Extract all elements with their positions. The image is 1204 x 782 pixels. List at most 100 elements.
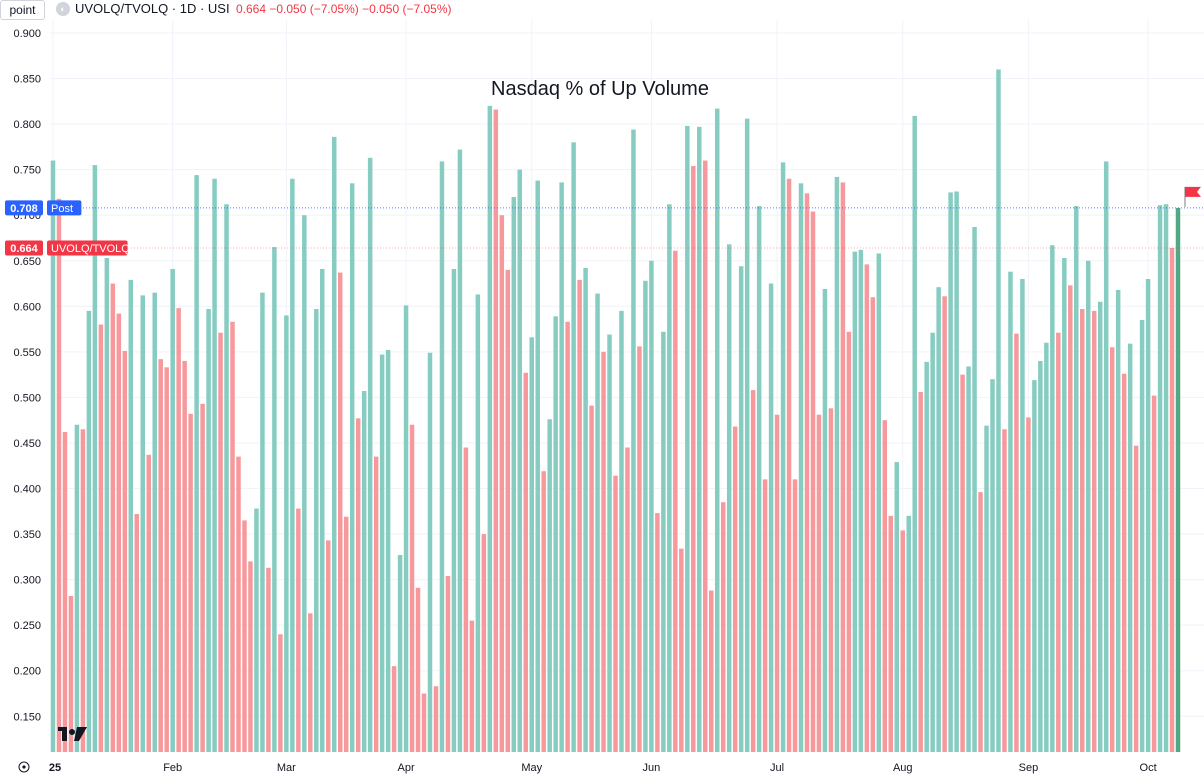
bar [355, 418, 361, 752]
bar [427, 352, 433, 752]
bar [894, 462, 899, 752]
bar [912, 115, 917, 752]
bar [840, 182, 846, 752]
bar [1026, 417, 1031, 752]
bar [1163, 204, 1169, 752]
bar [188, 413, 193, 752]
y-tick-label: 0.500 [13, 392, 41, 404]
bar [272, 247, 277, 752]
price-tag-badge [47, 200, 82, 216]
bar [451, 268, 457, 752]
bar [1068, 285, 1073, 752]
bar [720, 502, 726, 752]
x-axis-ticks: 25 Feb Mar Apr May Jun Jul Aug Sep Oct [49, 762, 1157, 774]
bar [930, 332, 935, 752]
y-tick-label: 0.350 [13, 529, 41, 541]
bar [1050, 245, 1055, 752]
bar [152, 292, 157, 752]
bar [385, 350, 391, 752]
bar [679, 548, 684, 752]
bar [1103, 161, 1109, 752]
x-tick-label: Jun [643, 762, 661, 774]
bar [565, 321, 570, 752]
bar [786, 178, 792, 752]
bar [403, 305, 409, 752]
bar [236, 456, 241, 752]
x-tick-label: Sep [1019, 762, 1039, 774]
bar [924, 361, 929, 752]
bar [816, 414, 822, 752]
bar [954, 191, 959, 752]
bar [343, 516, 349, 752]
bar [433, 686, 439, 752]
bar [685, 125, 690, 753]
y-tick-label: 0.900 [13, 28, 41, 40]
symbol-logo-icon: ◐ [56, 2, 70, 16]
bar [415, 587, 421, 752]
bar [182, 360, 187, 752]
symbol-title[interactable]: UVOLQ/TVOLQ · 1D · USI [75, 1, 230, 16]
bar [619, 310, 624, 752]
bar [439, 161, 445, 752]
bar [320, 268, 325, 752]
x-tick-label: Mar [277, 762, 296, 774]
bar [810, 211, 816, 752]
bar [1074, 206, 1079, 753]
bar [122, 350, 128, 752]
bar [804, 193, 810, 753]
x-tick-label: 25 [49, 762, 61, 774]
bar [1133, 445, 1139, 752]
bar [984, 425, 989, 752]
bar [499, 215, 505, 752]
bar [200, 403, 205, 752]
bar [86, 310, 92, 752]
bar [876, 253, 882, 752]
price-value-text: 0.708 [10, 203, 38, 215]
bar [266, 567, 271, 752]
bar [1032, 380, 1037, 752]
bar [308, 613, 313, 752]
bar [691, 166, 696, 752]
bar [493, 109, 499, 752]
price-tag-text: Post [51, 203, 73, 215]
bar [577, 279, 582, 752]
bar [1002, 429, 1007, 752]
bar [134, 514, 140, 752]
bar [738, 266, 744, 752]
bar [164, 367, 169, 752]
bar [774, 414, 780, 752]
bar [1127, 343, 1133, 752]
bar [1014, 333, 1019, 752]
y-tick-label: 0.800 [13, 119, 41, 131]
bar [98, 324, 104, 752]
bar [1109, 347, 1115, 752]
y-tick-label: 0.750 [13, 165, 41, 177]
bar [535, 180, 540, 752]
flag-marker-icon[interactable] [1185, 186, 1201, 197]
bar [332, 136, 337, 753]
y-tick-label: 0.400 [13, 484, 41, 496]
bar [900, 530, 905, 752]
settings-gear-icon[interactable] [18, 761, 30, 773]
bar [906, 515, 911, 752]
bar [206, 309, 211, 752]
chart-title: Nasdaq % of Up Volume [491, 78, 709, 100]
scale-mode-button[interactable]: point [0, 0, 45, 20]
bar [714, 108, 720, 753]
bar [457, 149, 463, 753]
bar [858, 249, 864, 752]
bar [571, 142, 576, 752]
bar [846, 331, 852, 752]
bar [918, 391, 923, 752]
bar [798, 183, 804, 752]
bar [475, 294, 481, 752]
bar [762, 479, 768, 752]
x-tick-label: Oct [1140, 762, 1157, 774]
bar [194, 175, 199, 752]
tradingview-logo-icon[interactable] [58, 727, 87, 741]
bar [290, 178, 295, 752]
symbol-change-value: 0.664 −0.050 (−7.05%) −0.050 (−7.05%) [236, 2, 452, 16]
bar [756, 206, 762, 753]
bar [242, 520, 247, 752]
